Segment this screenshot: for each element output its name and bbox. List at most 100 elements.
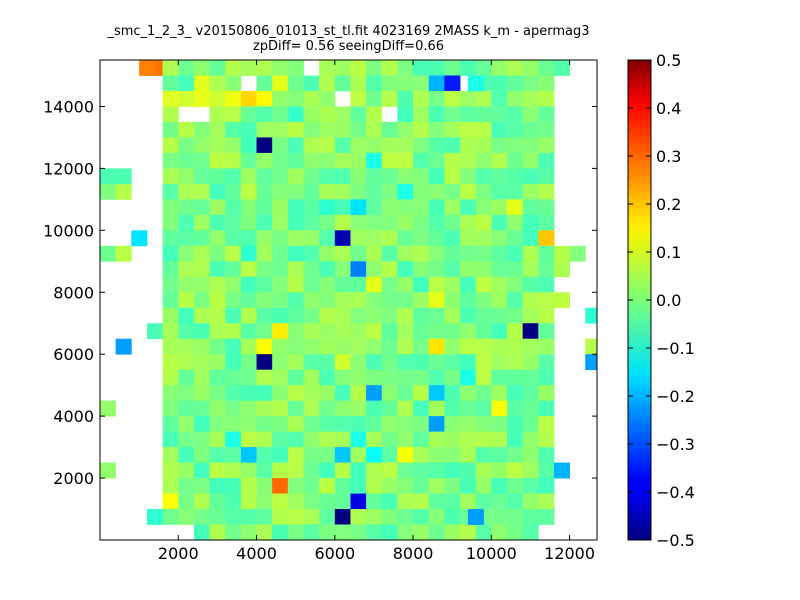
heatmap-cell <box>225 524 242 541</box>
colorbar-tick-label: 0.2 <box>656 195 681 214</box>
heatmap-cell <box>444 400 461 417</box>
heatmap-cell <box>397 400 414 417</box>
heatmap-cell <box>538 121 555 138</box>
x-tick-label: 8000 <box>393 544 434 563</box>
heatmap-cell <box>303 524 320 541</box>
heatmap-cell <box>397 354 414 371</box>
heatmap-cell <box>319 307 336 324</box>
heatmap-cell <box>193 369 210 386</box>
heatmap-cell <box>272 354 289 371</box>
heatmap-cell <box>240 230 257 247</box>
heatmap-cell <box>272 509 289 525</box>
heatmap-cell <box>444 307 461 324</box>
colorbar-tick-label: −0.1 <box>656 339 695 358</box>
heatmap-cell <box>460 447 477 463</box>
heatmap-cell <box>240 90 257 107</box>
heatmap-cell <box>272 338 289 355</box>
heatmap-cell <box>334 214 351 231</box>
heatmap-cell <box>256 493 273 510</box>
heatmap-cell <box>444 369 461 386</box>
heatmap-cell <box>428 416 445 433</box>
heatmap-cell <box>178 354 195 371</box>
heatmap-cell <box>506 307 524 324</box>
heatmap-cell <box>350 214 367 231</box>
heatmap-cell <box>287 478 304 494</box>
heatmap-cell <box>413 168 430 185</box>
heatmap-cell <box>475 168 492 185</box>
heatmap-cell <box>428 199 445 216</box>
heatmap-cell <box>272 292 289 309</box>
heatmap-cell <box>334 307 351 324</box>
heatmap-cell <box>413 276 430 293</box>
heatmap-cell <box>350 90 367 107</box>
heatmap-cell <box>287 230 304 247</box>
heatmap-cell <box>209 323 226 340</box>
heatmap-cell <box>460 137 477 154</box>
heatmap-cell <box>319 524 336 541</box>
heatmap-cell <box>475 214 492 231</box>
heatmap-cell <box>475 121 492 138</box>
heatmap-cell <box>193 462 210 479</box>
heatmap-cell <box>538 292 555 309</box>
heatmap-cell <box>553 261 570 278</box>
heatmap-cell <box>538 106 555 123</box>
heatmap-cell <box>303 168 320 185</box>
heatmap-cell <box>319 462 336 479</box>
heatmap-cell <box>460 276 477 293</box>
heatmap-cell <box>428 121 445 138</box>
heatmap-cell <box>444 447 461 463</box>
heatmap-cell <box>256 369 273 386</box>
heatmap-cell <box>162 214 179 231</box>
heatmap-cell <box>506 509 524 525</box>
heatmap-cell <box>162 369 179 386</box>
heatmap-cell <box>366 338 383 355</box>
heatmap-cell <box>287 354 304 371</box>
heatmap-cell <box>334 447 351 463</box>
heatmap-cell <box>272 75 289 92</box>
heatmap-cell <box>475 183 492 200</box>
heatmap-cell <box>272 478 289 494</box>
heatmap-cell <box>240 121 257 138</box>
heatmap-cell <box>272 168 289 185</box>
heatmap-cell <box>287 416 304 433</box>
heatmap-cell <box>428 168 445 185</box>
heatmap-cell <box>444 462 461 479</box>
heatmap-cell <box>397 416 414 433</box>
heatmap-cell <box>350 168 367 185</box>
heatmap-cell <box>240 354 257 371</box>
heatmap-cell <box>225 354 242 371</box>
heatmap-cell <box>506 137 524 154</box>
heatmap-cell <box>334 524 351 541</box>
heatmap-cell <box>350 307 367 324</box>
heatmap-cell <box>475 338 492 355</box>
heatmap-cell <box>397 137 414 154</box>
heatmap-cell <box>538 509 555 525</box>
heatmap-cell <box>209 416 226 433</box>
heatmap-cell <box>240 168 257 185</box>
heatmap-cell <box>538 152 555 169</box>
heatmap-cell <box>225 478 242 494</box>
heatmap-cell <box>428 447 445 463</box>
x-tick-label: 6000 <box>314 544 355 563</box>
heatmap-cell <box>460 462 477 479</box>
heatmap-cell <box>319 416 336 433</box>
heatmap-cell <box>397 183 414 200</box>
heatmap-cell <box>460 323 477 340</box>
heatmap-cell <box>209 245 226 262</box>
heatmap-cell <box>381 292 398 309</box>
heatmap-cell <box>381 338 398 355</box>
colorbar-tick-label: −0.3 <box>656 435 695 454</box>
plot-frame <box>99 59 598 541</box>
heatmap-cell <box>256 323 273 340</box>
heatmap-cell <box>413 199 430 216</box>
heatmap-cell <box>538 354 555 371</box>
heatmap-cell <box>193 385 210 402</box>
heatmap-cell <box>256 137 273 154</box>
heatmap-cell <box>381 478 398 494</box>
heatmap-cell <box>225 338 242 355</box>
heatmap-cell <box>162 106 179 123</box>
heatmap-cell <box>115 183 132 200</box>
heatmap-cell <box>256 400 273 417</box>
heatmap-cell <box>162 245 179 262</box>
heatmap-cell <box>413 385 430 402</box>
